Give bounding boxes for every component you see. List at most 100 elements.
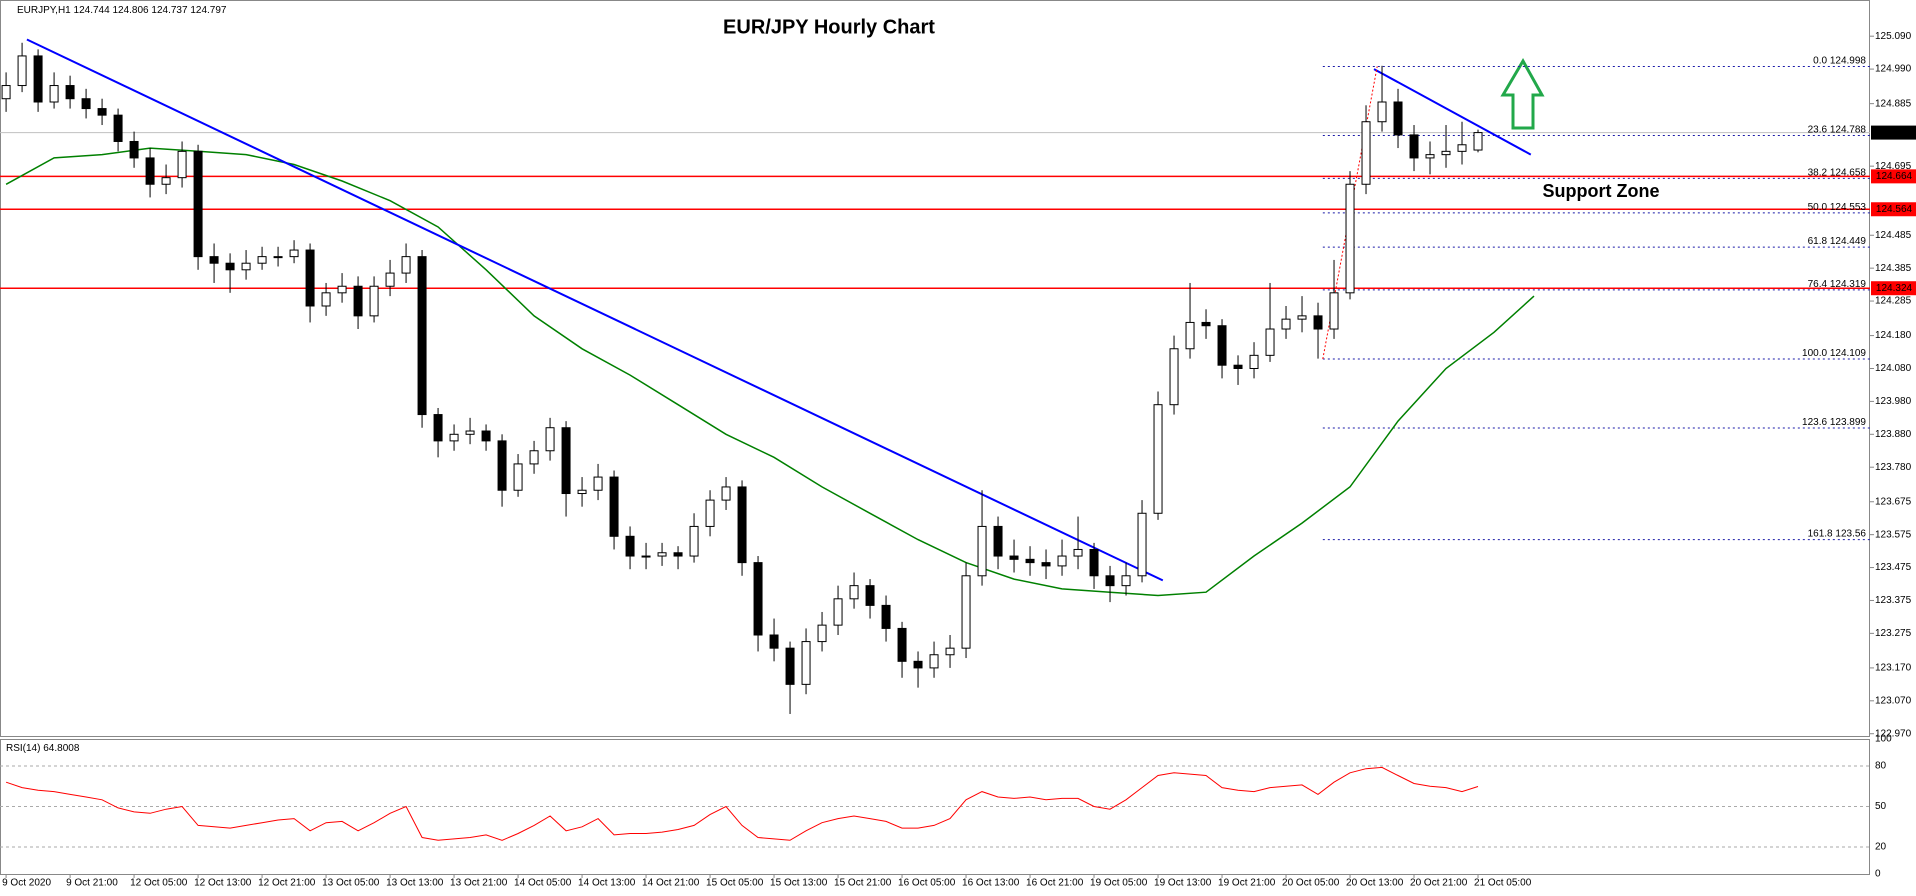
candle-body [1025, 558, 1035, 564]
candle-body [1073, 548, 1083, 557]
candle-body [1297, 315, 1307, 320]
candle-body [1313, 315, 1323, 330]
candle-body [465, 430, 475, 435]
x-tick-label: 12 Oct 13:00 [194, 878, 252, 889]
trendline [26, 38, 1164, 582]
candle-body [977, 525, 987, 577]
level-price-box [1871, 281, 1916, 296]
x-tick-label: 16 Oct 05:00 [898, 878, 956, 889]
candle-body [785, 647, 795, 685]
level-price-label: 124.324 [1876, 283, 1913, 294]
header: EURJPY,H1 124.744 124.806 124.737 124.79… [17, 5, 227, 16]
candle-body [593, 476, 603, 491]
x-tick-label: 12 Oct 05:00 [130, 878, 188, 889]
fib-label: 0.0 124.998 [1813, 55, 1866, 66]
x-tick-label: 15 Oct 13:00 [770, 878, 828, 889]
rsi-panel-frame [0, 739, 1870, 875]
candle-body [353, 285, 363, 317]
candle-body [833, 598, 843, 626]
fib-level: 76.4 [1808, 279, 1828, 290]
y-tick-label: 123.880 [1875, 429, 1912, 440]
y-tick-label: 124.180 [1875, 330, 1912, 341]
candle-body [65, 85, 75, 100]
x-tick-label: 12 Oct 21:00 [258, 878, 316, 889]
candle-body [257, 256, 267, 264]
fib-label: 100.0 124.109 [1802, 348, 1866, 359]
fib-level: 50.0 [1808, 202, 1828, 213]
level-price-box [1871, 202, 1916, 217]
candle-body [1249, 354, 1259, 370]
y-tick-label: 124.485 [1875, 230, 1912, 241]
candle-body [1441, 150, 1451, 156]
candle-body [33, 55, 43, 103]
candle-body [1377, 101, 1387, 123]
candle-body [433, 414, 443, 442]
x-tick-label: 13 Oct 13:00 [386, 878, 444, 889]
x-tick-label: 21 Oct 05:00 [1474, 878, 1532, 889]
candle-body [577, 489, 587, 495]
candle-body [321, 292, 331, 307]
candle-body [481, 430, 491, 442]
rsi-last: 64.8008 [43, 743, 80, 754]
level-price-label: 124.564 [1876, 204, 1913, 215]
rsi-line [5, 766, 1479, 841]
candle-body [1057, 555, 1067, 567]
candle-body [497, 440, 507, 491]
up-arrow [1500, 57, 1545, 130]
moving-average [5, 147, 1535, 597]
candle-body [641, 555, 651, 558]
candle-body [385, 272, 395, 287]
candle-body [449, 433, 459, 442]
candle-body [1089, 548, 1099, 577]
trendline [1373, 68, 1532, 156]
candle-body [97, 108, 107, 116]
candle-body [1281, 318, 1291, 330]
level-price-label: 124.664 [1876, 171, 1913, 182]
candle-body [113, 114, 123, 142]
candle-body [897, 627, 907, 662]
candle-body [1345, 183, 1355, 294]
level-price-box [1871, 169, 1916, 184]
candle-body [1185, 321, 1195, 350]
candle-body [1425, 154, 1435, 159]
fib-price: 123.899 [1830, 417, 1867, 428]
rsi-tick-label: 0 [1875, 869, 1881, 880]
rsi-header: RSI(14) 64.8008 [6, 743, 80, 754]
candle-body [561, 427, 571, 495]
y-tick-label: 125.090 [1875, 31, 1912, 42]
main-panel-frame [0, 0, 1870, 737]
candle-body [337, 285, 347, 294]
fib-level: 123.6 [1802, 417, 1827, 428]
fib-label: 50.0 124.553 [1808, 202, 1867, 213]
candle-body [81, 98, 91, 110]
candle-body [689, 525, 699, 557]
x-tick-label: 20 Oct 21:00 [1410, 878, 1468, 889]
y-tick-label: 122.970 [1875, 728, 1912, 739]
current-price-label: 124.797 [1876, 127, 1913, 138]
x-tick-label: 15 Oct 21:00 [834, 878, 892, 889]
fib-level: 38.2 [1808, 167, 1828, 178]
y-tick-label: 124.885 [1875, 98, 1912, 109]
fib-level: 61.8 [1808, 236, 1828, 247]
fib-label: 123.6 123.899 [1802, 417, 1866, 428]
x-tick-label: 13 Oct 05:00 [322, 878, 380, 889]
fib-label: 76.4 124.319 [1808, 279, 1867, 290]
candle-body [1153, 404, 1163, 514]
annotation: Support Zone [1543, 181, 1660, 201]
x-tick-label: 9 Oct 2020 [2, 878, 51, 889]
y-tick-label: 124.990 [1875, 64, 1912, 75]
candle-body [1329, 292, 1339, 330]
candle-body [49, 85, 59, 103]
symbol: EURJPY,H1 [17, 5, 71, 16]
candle-body [145, 157, 155, 185]
fib-price: 124.658 [1830, 167, 1867, 178]
fib-price: 124.319 [1830, 279, 1867, 290]
candle-body [1137, 512, 1147, 577]
candle-body [225, 262, 235, 271]
rsi-tick-label: 50 [1875, 801, 1887, 812]
candle-body [881, 604, 891, 629]
candle-body [1217, 325, 1227, 366]
candle-body [929, 654, 939, 669]
x-tick-label: 9 Oct 21:00 [66, 878, 118, 889]
